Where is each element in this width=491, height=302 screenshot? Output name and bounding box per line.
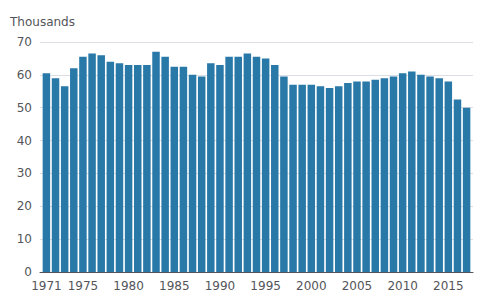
svg-text:10: 10 bbox=[17, 232, 32, 246]
svg-text:2000: 2000 bbox=[296, 279, 327, 293]
svg-text:2015: 2015 bbox=[433, 279, 464, 293]
svg-text:40: 40 bbox=[17, 134, 32, 148]
svg-text:20: 20 bbox=[17, 199, 32, 213]
svg-text:1990: 1990 bbox=[205, 279, 236, 293]
svg-text:50: 50 bbox=[17, 101, 32, 115]
svg-text:30: 30 bbox=[17, 166, 32, 180]
svg-text:1975: 1975 bbox=[68, 279, 99, 293]
svg-text:2005: 2005 bbox=[342, 279, 373, 293]
svg-text:2010: 2010 bbox=[387, 279, 418, 293]
svg-text:1971: 1971 bbox=[31, 279, 62, 293]
svg-text:1985: 1985 bbox=[159, 279, 190, 293]
svg-text:1995: 1995 bbox=[250, 279, 281, 293]
svg-text:1980: 1980 bbox=[113, 279, 144, 293]
svg-text:70: 70 bbox=[17, 35, 32, 49]
svg-text:0: 0 bbox=[24, 265, 32, 279]
svg-text:Thousands: Thousands bbox=[9, 15, 75, 29]
svg-text:60: 60 bbox=[17, 68, 32, 82]
